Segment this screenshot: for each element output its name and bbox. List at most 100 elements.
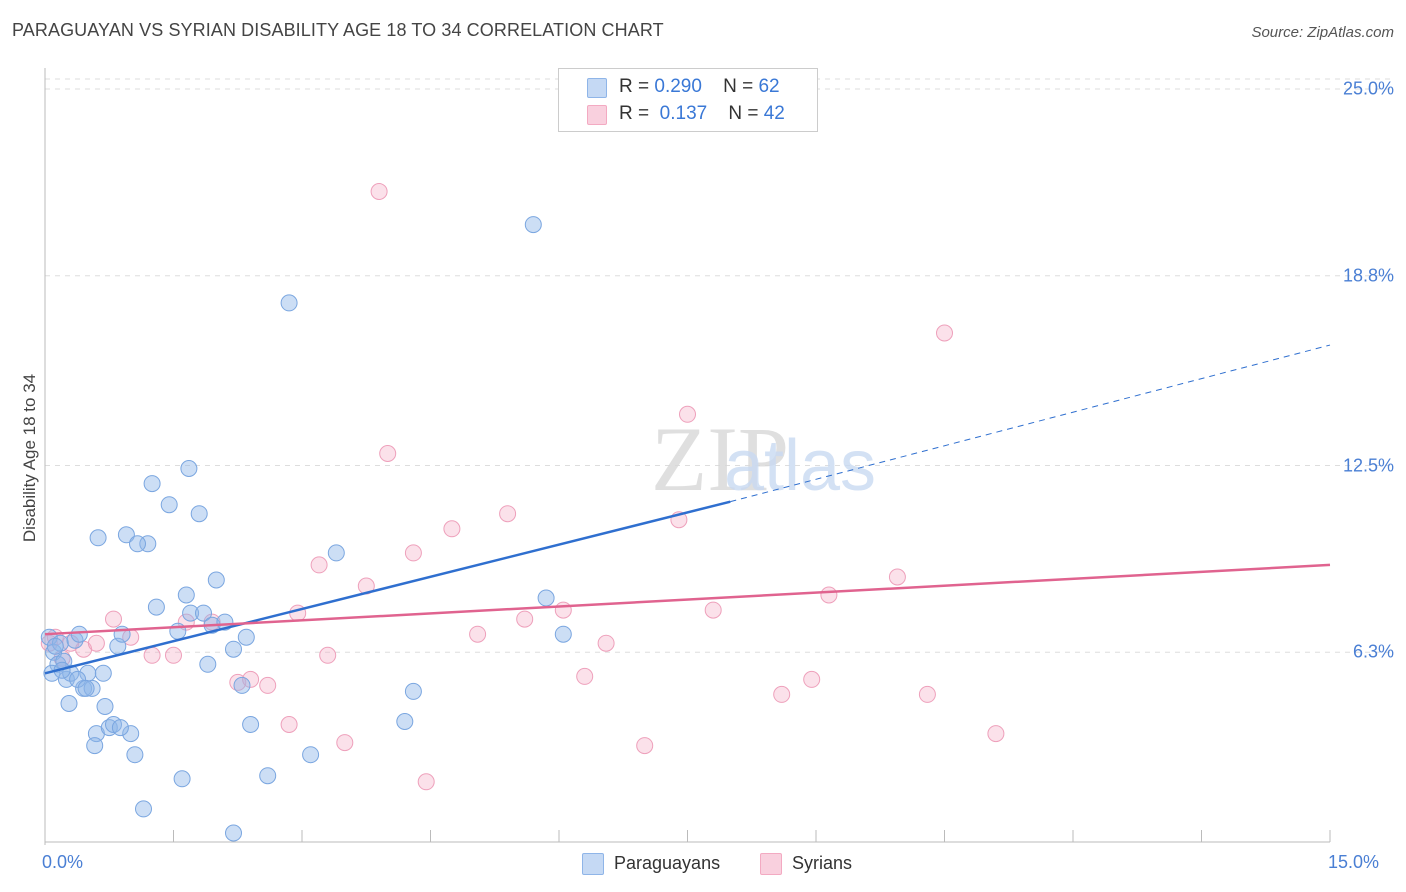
- paraguayan-point: [524, 216, 542, 234]
- syrian-point: [336, 734, 354, 752]
- paraguayan-point: [225, 824, 242, 842]
- paraguayan-point: [225, 640, 242, 658]
- paraguayan-point: [143, 475, 161, 493]
- paraguayan-point: [259, 767, 277, 785]
- syrian-point: [165, 646, 182, 664]
- legend-r-label: R =: [619, 103, 650, 124]
- syrian-point: [280, 716, 298, 733]
- paraguayan-point: [122, 725, 140, 743]
- syrian-point: [310, 556, 328, 574]
- paraguayan-point: [180, 460, 198, 477]
- paraguayan-point: [182, 604, 200, 622]
- syrian-point: [576, 667, 594, 685]
- legend-n-value: 62: [758, 76, 780, 97]
- syrian-point: [143, 646, 161, 664]
- paraguayan-point: [77, 679, 95, 697]
- paraguayan-point: [60, 695, 78, 712]
- syrian-point: [936, 324, 953, 342]
- y-tick-label: 25.0%: [1342, 78, 1394, 99]
- legend-n-label: N =: [723, 76, 754, 97]
- paraguayan-point: [46, 637, 64, 655]
- syrian-point: [404, 544, 422, 562]
- paraguayan-point: [69, 670, 87, 688]
- syrian-point: [516, 610, 534, 628]
- paraguayan-point: [89, 529, 107, 547]
- syrian-point: [319, 646, 337, 664]
- trend-lines: [44, 344, 1331, 675]
- paraguayan-point: [177, 586, 195, 604]
- legend-r-value: 0.290: [654, 76, 702, 97]
- bottom-legend-label: Paraguayans: [614, 853, 721, 873]
- paraguayan-point: [242, 716, 260, 733]
- syrian-point: [820, 586, 838, 604]
- syrian-point: [87, 634, 105, 652]
- paraguayan-point: [199, 655, 217, 673]
- source-label: Source: ZipAtlas.com: [1251, 24, 1394, 41]
- paraguayan-point: [233, 676, 251, 694]
- watermark: ZIP: [651, 408, 789, 510]
- syrian-point: [803, 670, 821, 688]
- paraguayan-point: [139, 535, 157, 553]
- syrian-point: [773, 685, 791, 703]
- chart-title: PARAGUAYAN VS SYRIAN DISABILITY AGE 18 T…: [12, 20, 664, 40]
- legend-n-value: 42: [763, 103, 785, 124]
- paraguayan-point: [70, 625, 88, 643]
- legend-swatch-syrians: [587, 105, 607, 125]
- paraguayan-point: [160, 496, 178, 514]
- paraguayan-point: [237, 628, 255, 646]
- syrian-point: [679, 405, 696, 423]
- paraguayan-point: [129, 535, 146, 553]
- syrian-point: [636, 737, 654, 755]
- paraguayan-point: [135, 800, 152, 818]
- gridlines: [45, 78, 1395, 653]
- paraguayan-point: [327, 544, 345, 562]
- legend-r-label: R =: [619, 76, 650, 97]
- syrian-point: [597, 634, 615, 652]
- paraguayan-point: [147, 598, 165, 616]
- syrian-point: [105, 610, 122, 628]
- data-points: [40, 183, 1005, 842]
- y-tick-label: 18.8%: [1342, 265, 1394, 286]
- paraguayan-point: [302, 746, 320, 764]
- watermark-atlas: atlas: [724, 426, 876, 506]
- syrian-point: [259, 676, 277, 694]
- paraguayan-trend-line: [44, 500, 731, 675]
- paraguayan-point: [117, 526, 135, 544]
- paraguayan-point: [195, 604, 212, 622]
- paraguayan-point: [280, 294, 298, 312]
- syrian-point: [379, 445, 397, 462]
- paraguayan-point: [207, 571, 225, 589]
- syrian-point: [469, 625, 487, 643]
- paraguayan-point: [404, 682, 422, 700]
- paraguayan-point: [94, 664, 112, 682]
- paraguayan-point: [96, 698, 114, 715]
- paraguayan-point: [190, 505, 208, 523]
- paraguayan-point: [396, 713, 414, 730]
- syrian-point: [704, 601, 722, 619]
- syrian-trend-line: [44, 563, 1331, 636]
- x-tick-label-min: 0.0%: [42, 852, 84, 872]
- syrian-point: [417, 773, 435, 791]
- syrian-point: [888, 568, 906, 586]
- syrian-point: [918, 685, 936, 703]
- paraguayan-point: [111, 719, 129, 737]
- bottom-legend-swatch: [760, 853, 782, 875]
- x-tick-label-max: 15.0%: [1328, 852, 1380, 872]
- syrian-point: [554, 601, 572, 619]
- legend-swatch-paraguayans: [587, 78, 607, 98]
- syrian-point: [987, 725, 1005, 743]
- syrian-point: [499, 505, 517, 523]
- paraguayan-trend-extension: [730, 344, 1331, 503]
- paraguayan-point: [51, 634, 69, 652]
- y-tick-label: 6.3%: [1352, 641, 1394, 662]
- paraguayan-point: [86, 737, 104, 755]
- axes: [44, 68, 1331, 845]
- bottom-legend-swatch: [582, 853, 604, 875]
- syrian-point: [242, 670, 260, 688]
- syrian-point: [370, 183, 388, 200]
- paraguayan-point: [126, 746, 144, 764]
- paraguayan-point: [83, 679, 101, 697]
- paraguayan-point: [554, 625, 572, 643]
- legend-r-value: 0.137: [659, 103, 708, 124]
